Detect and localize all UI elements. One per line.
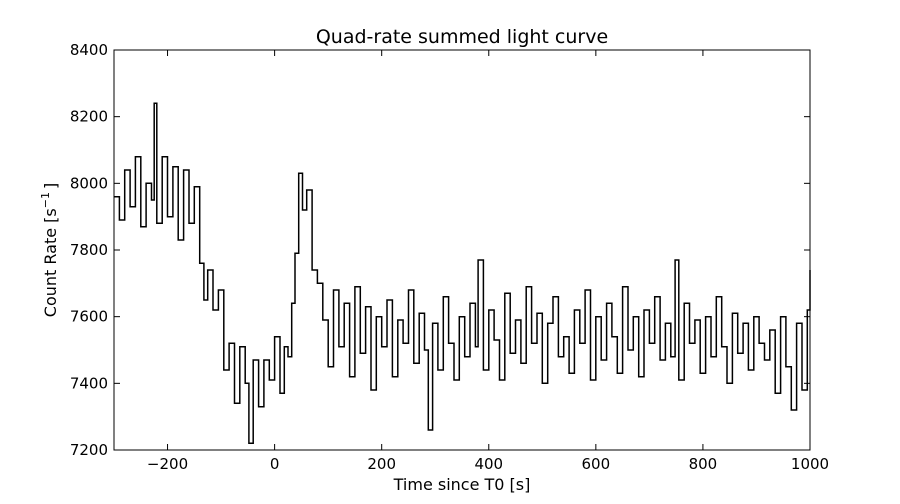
x-tick-label: 1000 [791,455,829,473]
x-tick-label: −200 [147,455,188,473]
y-axis-label: Count Rate [s−1] [39,183,60,317]
x-axis-label: Time since T0 [s] [393,475,531,494]
x-tick-label: 600 [582,455,611,473]
y-axis-label-close: ] [41,183,60,189]
chart-title: Quad-rate summed light curve [316,26,608,48]
x-tick-label: 400 [474,455,503,473]
y-tick-label: 7200 [70,441,108,459]
y-axis-label-exponent: −1 [39,192,52,208]
y-tick-label: 8000 [70,174,108,192]
y-tick-label: 7800 [70,241,108,259]
axis-ticks: −200 0 200 400 600 800 1000 7200 7400 7600 7800 800… [70,41,829,473]
x-tick-label: 200 [367,455,396,473]
light-curve-line-0 [114,102,811,445]
y-tick-label: 8400 [70,41,108,59]
plot-frame [113,49,811,451]
plot-area [114,102,811,445]
y-tick-label: 7600 [70,308,108,326]
y-tick-label: 8200 [70,108,108,126]
y-axis-label-main: Count Rate [s [41,208,60,317]
x-tick-label: 0 [270,455,280,473]
y-tick-label: 7400 [70,374,108,392]
x-tick-label: 800 [689,455,718,473]
